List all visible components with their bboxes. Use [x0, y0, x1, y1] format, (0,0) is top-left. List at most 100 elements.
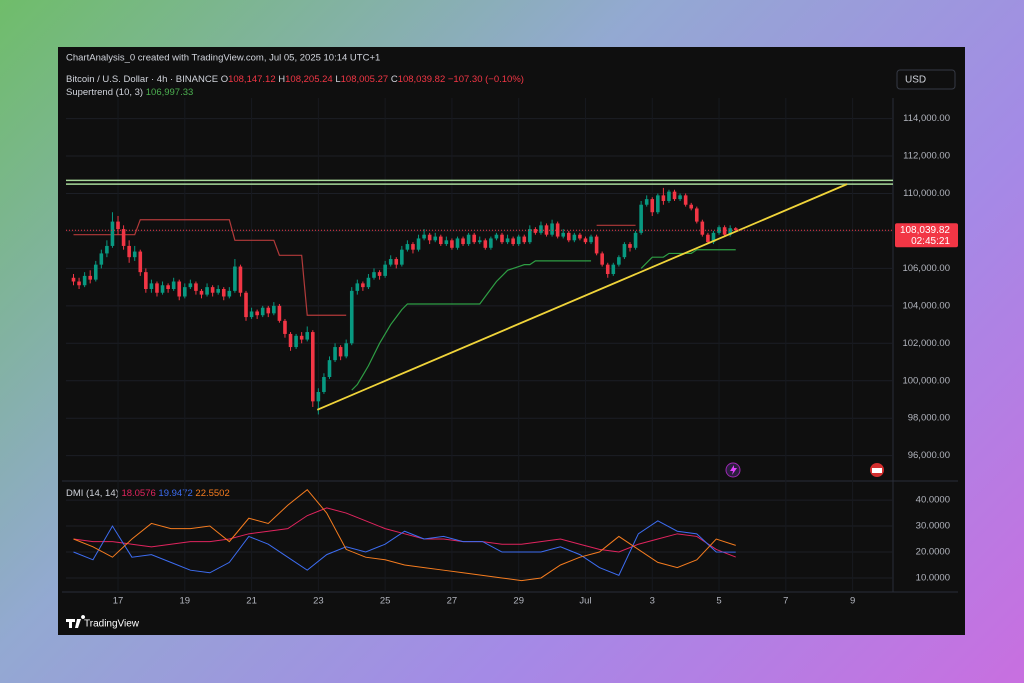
- candle-body: [644, 199, 649, 205]
- candle-body: [227, 290, 232, 297]
- candle-body: [366, 277, 371, 288]
- candle-body: [349, 290, 354, 344]
- candle-body: [249, 311, 254, 318]
- candle-body: [160, 285, 165, 293]
- candle-body: [711, 232, 716, 243]
- dmi-line: [73, 520, 736, 577]
- candle-body: [683, 195, 688, 205]
- open-value: 108,147.12: [228, 74, 276, 85]
- candle-body: [188, 283, 193, 288]
- candle-body: [444, 240, 449, 245]
- countdown: 02:45:21: [911, 236, 950, 247]
- price-label: 108,039.82: [900, 225, 950, 236]
- y-tick-label: 102,000.00: [902, 338, 950, 349]
- candle-body: [639, 204, 643, 233]
- candle-body: [628, 244, 632, 248]
- candle-body: [183, 287, 187, 297]
- candle-body: [550, 223, 554, 235]
- candle-body: [650, 199, 655, 213]
- supertrend-name: Supertrend (10, 3): [66, 87, 143, 98]
- dmi-tick-label: 40.0000: [916, 495, 950, 506]
- x-tick-label: Jul: [579, 596, 591, 607]
- candle-body: [277, 305, 282, 321]
- c-label: C: [391, 74, 398, 85]
- currency[interactable]: USD: [905, 75, 926, 86]
- candle-body: [233, 266, 237, 291]
- supertrend-line: [640, 249, 736, 269]
- y-tick-label: 114,000.00: [903, 113, 950, 124]
- candle-body: [516, 236, 521, 245]
- candle-body: [138, 251, 143, 273]
- footer-brand: TradingView: [84, 619, 140, 630]
- candle-body: [450, 240, 454, 248]
- candle-body: [617, 257, 621, 265]
- x-tick-label: 21: [246, 596, 257, 607]
- close-value: 108,039.82: [398, 74, 446, 85]
- candle-body: [322, 377, 326, 392]
- candle-body: [427, 234, 432, 241]
- candle-body: [728, 228, 732, 235]
- candle-body: [199, 290, 204, 295]
- supertrend-line: [73, 219, 347, 316]
- candle-body: [327, 360, 332, 378]
- candle-body: [438, 236, 443, 245]
- supertrend-line: [351, 260, 592, 391]
- dmi-value: 22.5502: [195, 488, 229, 499]
- candle-body: [355, 283, 360, 291]
- x-tick-label: 29: [513, 596, 524, 607]
- price-label-box: [895, 223, 958, 248]
- candle-body: [533, 229, 538, 233]
- candle-body: [82, 275, 87, 286]
- candle-body: [238, 266, 243, 293]
- candle-body: [722, 227, 727, 235]
- candle-body: [483, 240, 488, 248]
- candle-body: [605, 264, 610, 275]
- x-tick-label: 9: [850, 596, 855, 607]
- currency-box[interactable]: [896, 69, 956, 90]
- candle-body: [400, 249, 404, 265]
- candle-body: [505, 238, 510, 243]
- candle-body: [283, 320, 287, 334]
- candle-body: [194, 283, 198, 291]
- panel: [58, 47, 965, 635]
- candle-body: [594, 236, 599, 254]
- candle-body: [422, 234, 426, 239]
- candle-body: [144, 272, 148, 289]
- candle-body: [71, 277, 76, 282]
- y-tick-label: 98,000.00: [908, 413, 950, 424]
- y-tick-label: 112,000.00: [903, 151, 950, 162]
- dmi-tick-label: 20.0000: [916, 547, 950, 558]
- candle-body: [394, 259, 399, 265]
- candle-body: [244, 292, 248, 318]
- y-tick-label: 100,000.00: [902, 375, 950, 386]
- candle-body: [177, 281, 182, 297]
- l-label: L: [335, 74, 340, 85]
- candle-body: [383, 264, 387, 276]
- watermark: ChartAnalysis_0 created with TradingView…: [66, 53, 380, 64]
- candle-body: [155, 283, 159, 293]
- candle-body: [166, 285, 170, 289]
- candle-body: [99, 253, 104, 265]
- x-tick-label: 19: [180, 596, 191, 607]
- high-value: 108,205.24: [285, 74, 333, 85]
- y-tick-label: 106,000.00: [902, 263, 950, 274]
- candle-body: [361, 283, 365, 288]
- candle-body: [338, 347, 343, 357]
- candle-body: [489, 238, 493, 248]
- candle-body: [656, 195, 660, 213]
- candle-body: [494, 234, 499, 239]
- candle-body: [733, 228, 738, 231]
- candle-body: [333, 347, 337, 361]
- low-value: 108,005.27: [341, 74, 389, 85]
- event-icon-bolt: [730, 465, 737, 475]
- candle-body: [260, 307, 265, 316]
- candle-body: [511, 238, 515, 245]
- candle-body: [661, 195, 666, 201]
- candle-body: [255, 311, 259, 316]
- candle-body: [667, 191, 671, 201]
- candle-body: [461, 238, 465, 245]
- candle-body: [121, 229, 126, 246]
- candle-body: [672, 191, 677, 200]
- candle-body: [205, 287, 209, 295]
